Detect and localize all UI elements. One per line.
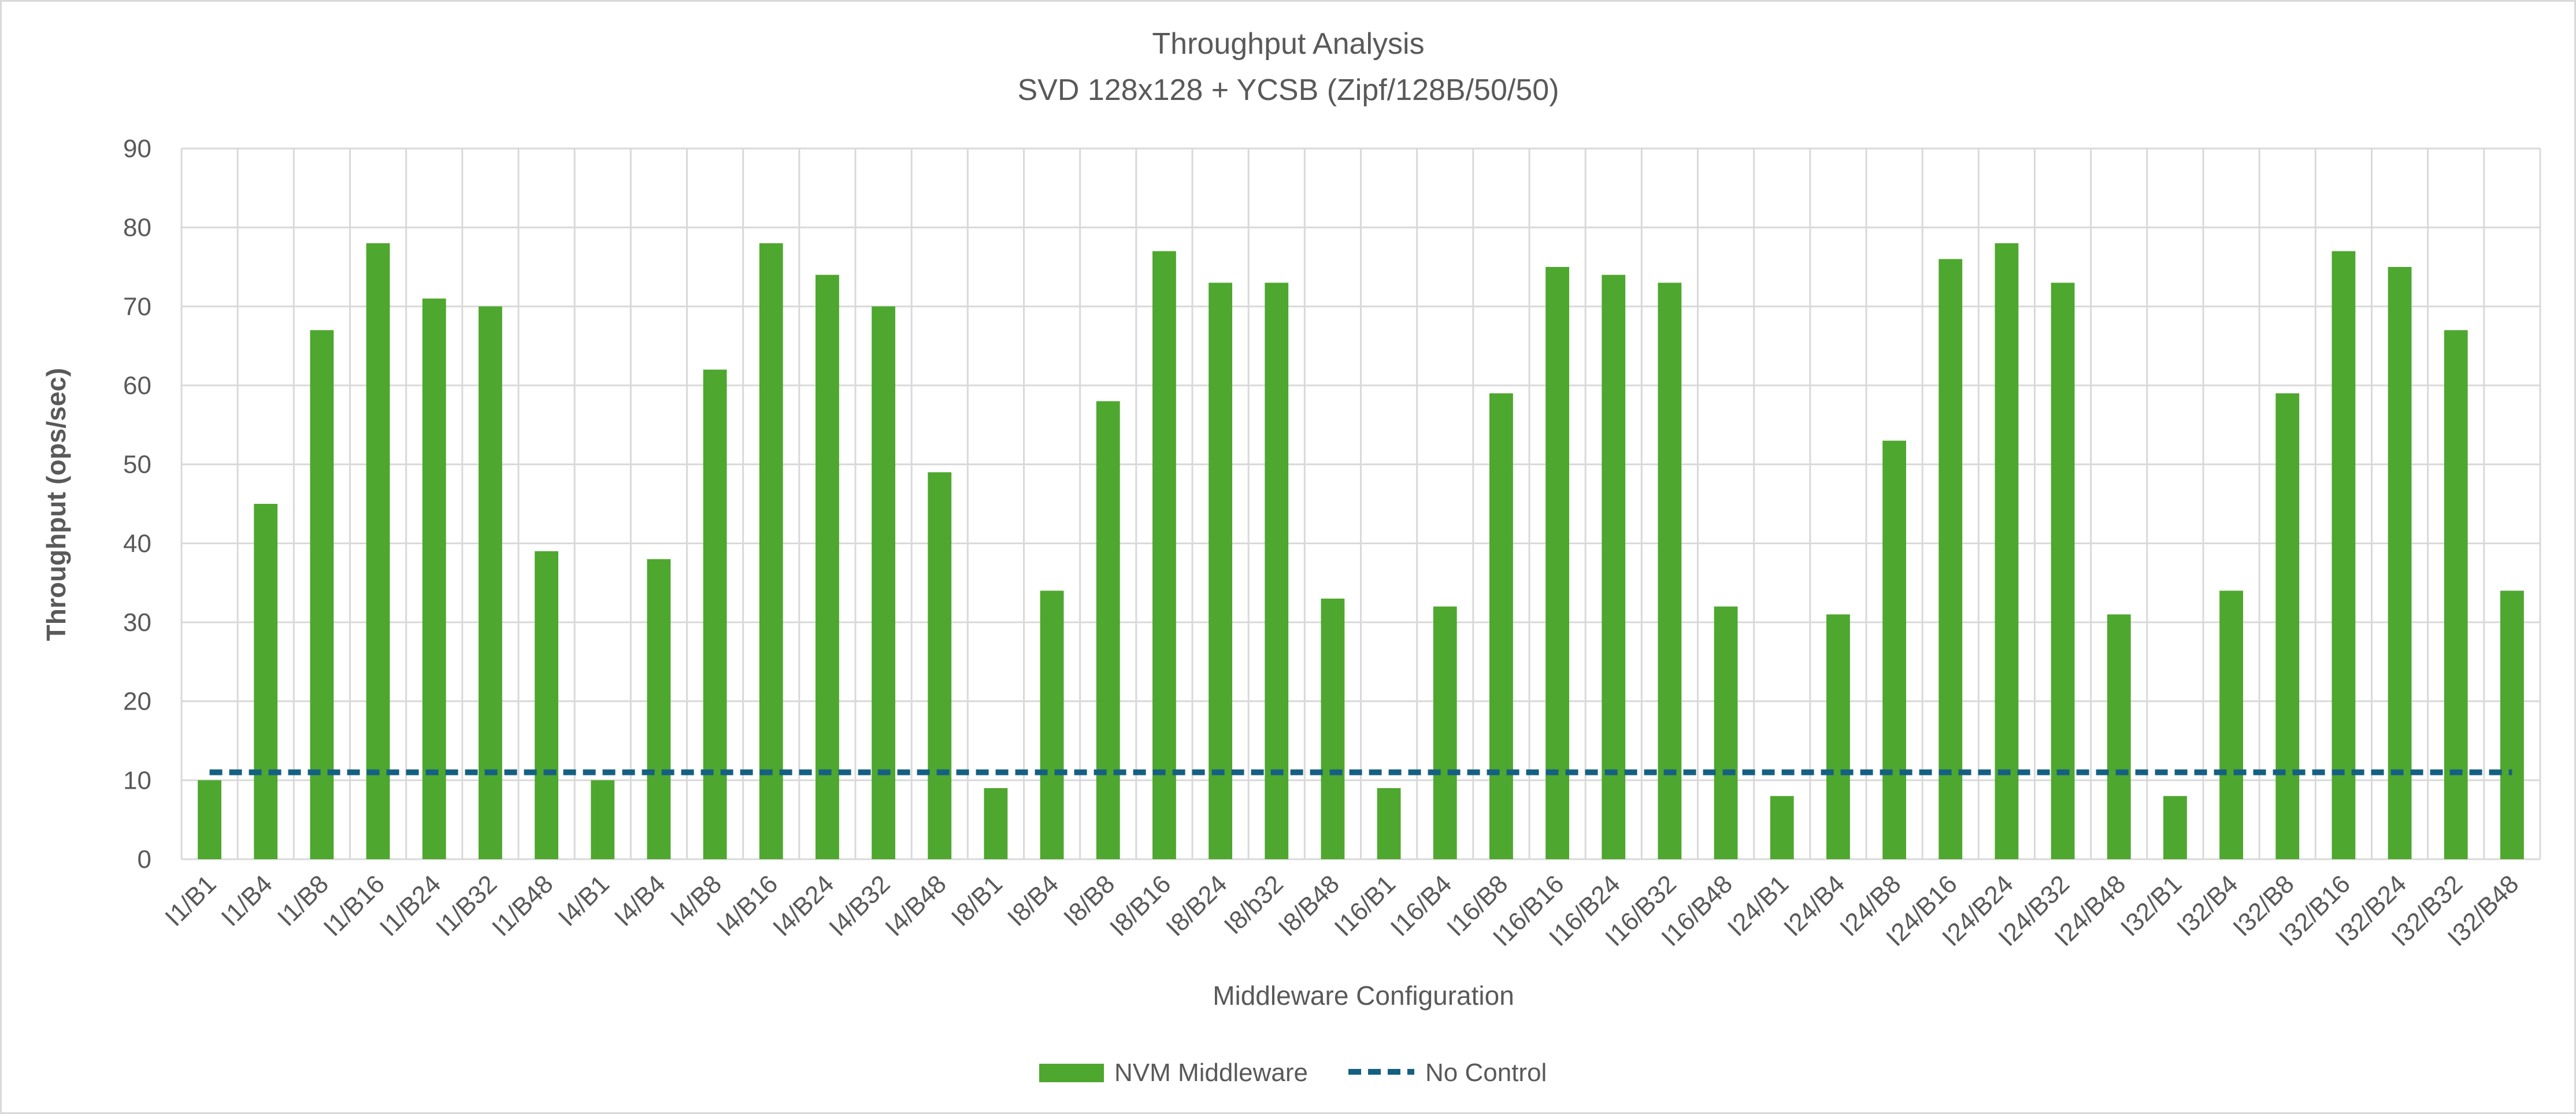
bar (1714, 606, 1738, 859)
x-tick-label: I4/B48 (880, 870, 952, 942)
y-axis-title: Throughput (ops/sec) (41, 368, 71, 641)
x-tick-label: I16/B4 (1385, 870, 1458, 942)
y-tick-label: 80 (123, 214, 151, 242)
bar (1658, 283, 1682, 859)
bar-series (198, 243, 2524, 860)
x-tick-label: I4/B4 (609, 870, 671, 931)
grid-lines (180, 147, 2541, 860)
x-tick-label: I1/B4 (216, 870, 278, 931)
x-tick-label: I32/B4 (2171, 870, 2244, 942)
y-tick-label: 40 (123, 529, 151, 558)
bar (1939, 259, 1963, 859)
bar (591, 780, 615, 859)
bar (1209, 283, 1232, 859)
legend-label-nvm-middleware: NVM Middleware (1114, 1059, 1308, 1087)
bar (2444, 330, 2468, 859)
bar (366, 243, 390, 859)
bar (1770, 796, 1794, 859)
bar (254, 504, 278, 859)
bar (1489, 393, 1513, 859)
bar (2275, 393, 2300, 859)
bar (2107, 614, 2131, 859)
bar (1545, 267, 1569, 859)
y-tick-label: 50 (123, 451, 151, 479)
x-tick-label: I8/B24 (1161, 870, 1233, 942)
y-tick-label: 20 (123, 688, 151, 716)
x-tick-label: I1/B32 (431, 870, 503, 942)
y-axis-ticks: 0 10 20 30 40 50 60 70 80 90 (123, 135, 151, 874)
x-axis-ticks: I1/B1I1/B4I1/B8I1/B16I1/B24I1/B32I1/B48I… (160, 870, 2524, 952)
y-tick-label: 30 (123, 608, 151, 637)
bar (1040, 591, 1064, 859)
y-tick-label: 70 (123, 292, 151, 321)
bar (198, 780, 221, 859)
x-tick-label: I4/B16 (711, 870, 784, 942)
bar (703, 369, 727, 859)
y-tick-label: 10 (123, 766, 151, 794)
bar (2332, 251, 2356, 860)
x-tick-label: I1/B16 (318, 870, 391, 942)
bar (1096, 401, 1120, 859)
bar (928, 472, 952, 859)
bar (1265, 283, 1289, 859)
bar (1377, 788, 1401, 859)
y-tick-label: 0 (138, 845, 151, 874)
x-tick-label: I16/B1 (1329, 870, 1402, 942)
bar (1152, 251, 1176, 860)
x-tick-label: I1/B48 (487, 870, 559, 942)
bar (816, 274, 839, 860)
bar (1602, 274, 1626, 860)
x-tick-label: I24/B1 (1722, 870, 1795, 942)
bar (535, 551, 558, 859)
bar (2388, 267, 2412, 859)
bar (2500, 591, 2524, 859)
x-tick-label: I32/B1 (2115, 870, 2188, 942)
bar (872, 306, 895, 859)
bar (984, 788, 1008, 859)
bar (2051, 283, 2075, 859)
x-tick-label: I8/B48 (1273, 870, 1345, 942)
x-tick-label: I4/B1 (553, 870, 615, 931)
x-tick-label: I8/B16 (1104, 870, 1177, 942)
bar (647, 559, 671, 859)
bar (1882, 440, 1906, 859)
bar (2219, 591, 2243, 859)
bar (310, 330, 334, 859)
bar (1321, 599, 1345, 859)
y-tick-label: 90 (123, 135, 151, 163)
bar (1433, 606, 1457, 859)
x-tick-label: I4/B24 (768, 870, 840, 942)
x-axis-title: Middleware Configuration (1213, 981, 1514, 1011)
x-tick-label: I8/B4 (1002, 870, 1064, 931)
chart-subtitle: SVD 128x128 + YCSB (Zipf/128B/50/50) (1017, 73, 1559, 107)
bar (2163, 796, 2187, 859)
bar (1995, 243, 2019, 859)
x-tick-label: I1/B1 (160, 870, 221, 931)
bar (759, 243, 783, 859)
legend-swatch-nvm-middleware (1039, 1064, 1104, 1082)
bar (479, 306, 502, 859)
x-tick-label: I1/B24 (375, 870, 447, 942)
legend-label-no-control: No Control (1425, 1059, 1547, 1087)
chart-title: Throughput Analysis (1152, 27, 1424, 61)
legend: NVM Middleware No Control (1039, 1059, 1547, 1087)
bar (1826, 614, 1850, 859)
y-tick-label: 60 (123, 372, 151, 400)
x-tick-label: I8/b32 (1219, 870, 1289, 940)
x-tick-label: I24/B4 (1778, 870, 1851, 942)
x-tick-label: I8/B1 (946, 870, 1008, 931)
bar (422, 298, 446, 859)
x-tick-label: I4/B32 (824, 870, 896, 942)
